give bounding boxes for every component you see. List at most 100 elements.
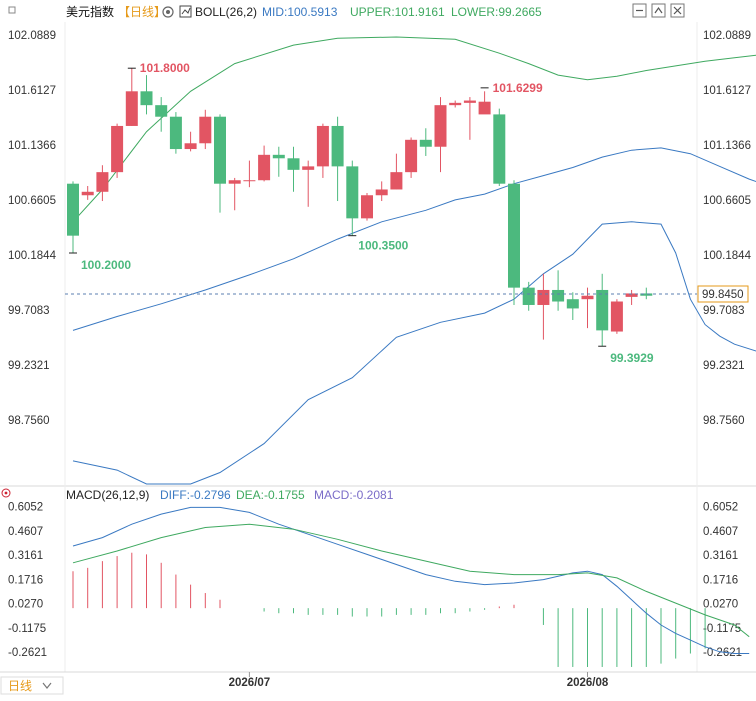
candle-body (184, 143, 197, 150)
price-tick-right: 101.6127 (703, 85, 751, 97)
candle-body (493, 114, 506, 184)
candle-body (287, 158, 300, 170)
candle-body (96, 172, 109, 192)
candle-body (155, 105, 168, 117)
time-tick-label: 2026/08 (567, 677, 609, 689)
chevron-down-icon (42, 682, 52, 689)
candle-body (258, 154, 271, 181)
macd-tick-left: 0.0270 (8, 599, 43, 611)
macd-tick-right: -0.1175 (703, 623, 741, 635)
candle (81, 186, 94, 200)
candle (566, 292, 579, 320)
period-button[interactable]: 日线 (0, 676, 64, 695)
candle (522, 281, 535, 311)
boll-mid-value: MID:100.5913 (262, 5, 338, 19)
dea-line (72, 523, 750, 638)
candle (596, 273, 609, 347)
annotation-label: 100.3500 (358, 239, 408, 253)
candle-body (625, 293, 638, 297)
candle-body (331, 125, 344, 167)
symbol-name: 美元指数 (66, 4, 114, 19)
macd-tick-left: 0.6052 (8, 501, 43, 513)
price-tick-right: 101.1366 (703, 140, 751, 152)
candle (449, 100, 462, 108)
candle-body (361, 195, 373, 219)
candle-body (375, 189, 388, 196)
time-axis: 2026/07 2026/08 (229, 672, 609, 689)
close-panel-icon[interactable] (670, 3, 685, 18)
candle (405, 137, 418, 178)
boll-upper-line (72, 36, 756, 223)
macd-lines (72, 506, 750, 654)
maximize-panel-icon[interactable] (651, 3, 666, 18)
price-tick-left: 100.1844 (8, 250, 57, 262)
candle (552, 270, 565, 311)
price-tick-left: 98.7560 (8, 415, 50, 427)
candle-body (640, 293, 653, 296)
candle (361, 192, 373, 221)
boll-mid-line (72, 147, 756, 331)
minimize-panel-icon[interactable] (632, 3, 647, 18)
crosshair-icon[interactable] (1, 488, 11, 498)
candle (258, 145, 271, 182)
candle (478, 91, 491, 115)
macd-diff-value: DIFF:-0.2796 (160, 488, 231, 502)
candle (640, 287, 653, 300)
candle-body (596, 289, 609, 331)
candle-body (228, 180, 241, 184)
candle (316, 123, 329, 178)
candle (243, 160, 256, 188)
candle-body (552, 289, 565, 302)
candle (272, 146, 285, 177)
candle-body (125, 91, 138, 126)
macd-tick-right: 0.3161 (703, 550, 738, 562)
candle-body (508, 183, 520, 288)
candle (155, 97, 168, 132)
macd-tick-right: 0.4607 (703, 526, 738, 538)
candle (331, 116, 344, 202)
macd-tick-left: 0.4607 (8, 526, 43, 538)
period-button-label[interactable]: 日线 (8, 679, 32, 693)
candle (346, 160, 359, 236)
candle (508, 180, 520, 305)
candle-body (346, 166, 359, 219)
candle (625, 289, 638, 305)
price-tick-left: 99.7083 (8, 305, 50, 317)
macd-hist-value: MACD:-0.2081 (314, 488, 394, 502)
candle-body (434, 105, 447, 147)
collapse-icon[interactable] (8, 6, 16, 14)
macd-indicator-label[interactable]: MACD(26,12,9) (66, 488, 149, 502)
candle-body (610, 301, 623, 332)
annotation-label: 99.3929 (610, 351, 654, 365)
candle (169, 112, 182, 154)
price-tick-left: 102.0889 (8, 30, 56, 42)
annotation-label: 100.2000 (81, 258, 131, 272)
macd-axis: 0.6052 0.6052 0.4607 0.4607 0.3161 0.3161 0.17… (8, 501, 742, 659)
candle-body (140, 91, 153, 106)
candle-body (81, 191, 94, 196)
candle-body (522, 287, 535, 305)
macd-tick-right: 0.6052 (703, 501, 738, 513)
price-annotations: 101.8000 100.2000 100.3500 101.6299 99.3929 (69, 61, 654, 365)
boll-indicator-label[interactable]: BOLL(26,2) (195, 5, 257, 19)
macd-tick-left: -0.2621 (8, 647, 47, 659)
boll-lower-value: LOWER:99.2665 (451, 5, 542, 19)
candle-body (169, 116, 182, 150)
settings-icon[interactable] (162, 6, 174, 18)
candle (287, 146, 300, 192)
candle-body (537, 289, 550, 305)
price-tick-right: 100.6605 (703, 195, 751, 207)
candle (463, 97, 476, 140)
annotation-label: 101.8000 (140, 61, 190, 75)
price-tick-right: 102.0889 (703, 30, 751, 42)
candle (493, 108, 506, 187)
period-label: 【日线】 (118, 5, 166, 19)
candle-body (449, 102, 462, 106)
candle (610, 299, 623, 334)
candle-body (316, 125, 329, 167)
diff-line (72, 506, 750, 654)
candle-body (463, 100, 476, 103)
bollinger-bands (72, 36, 756, 485)
indicator-chart-icon[interactable] (179, 5, 192, 18)
